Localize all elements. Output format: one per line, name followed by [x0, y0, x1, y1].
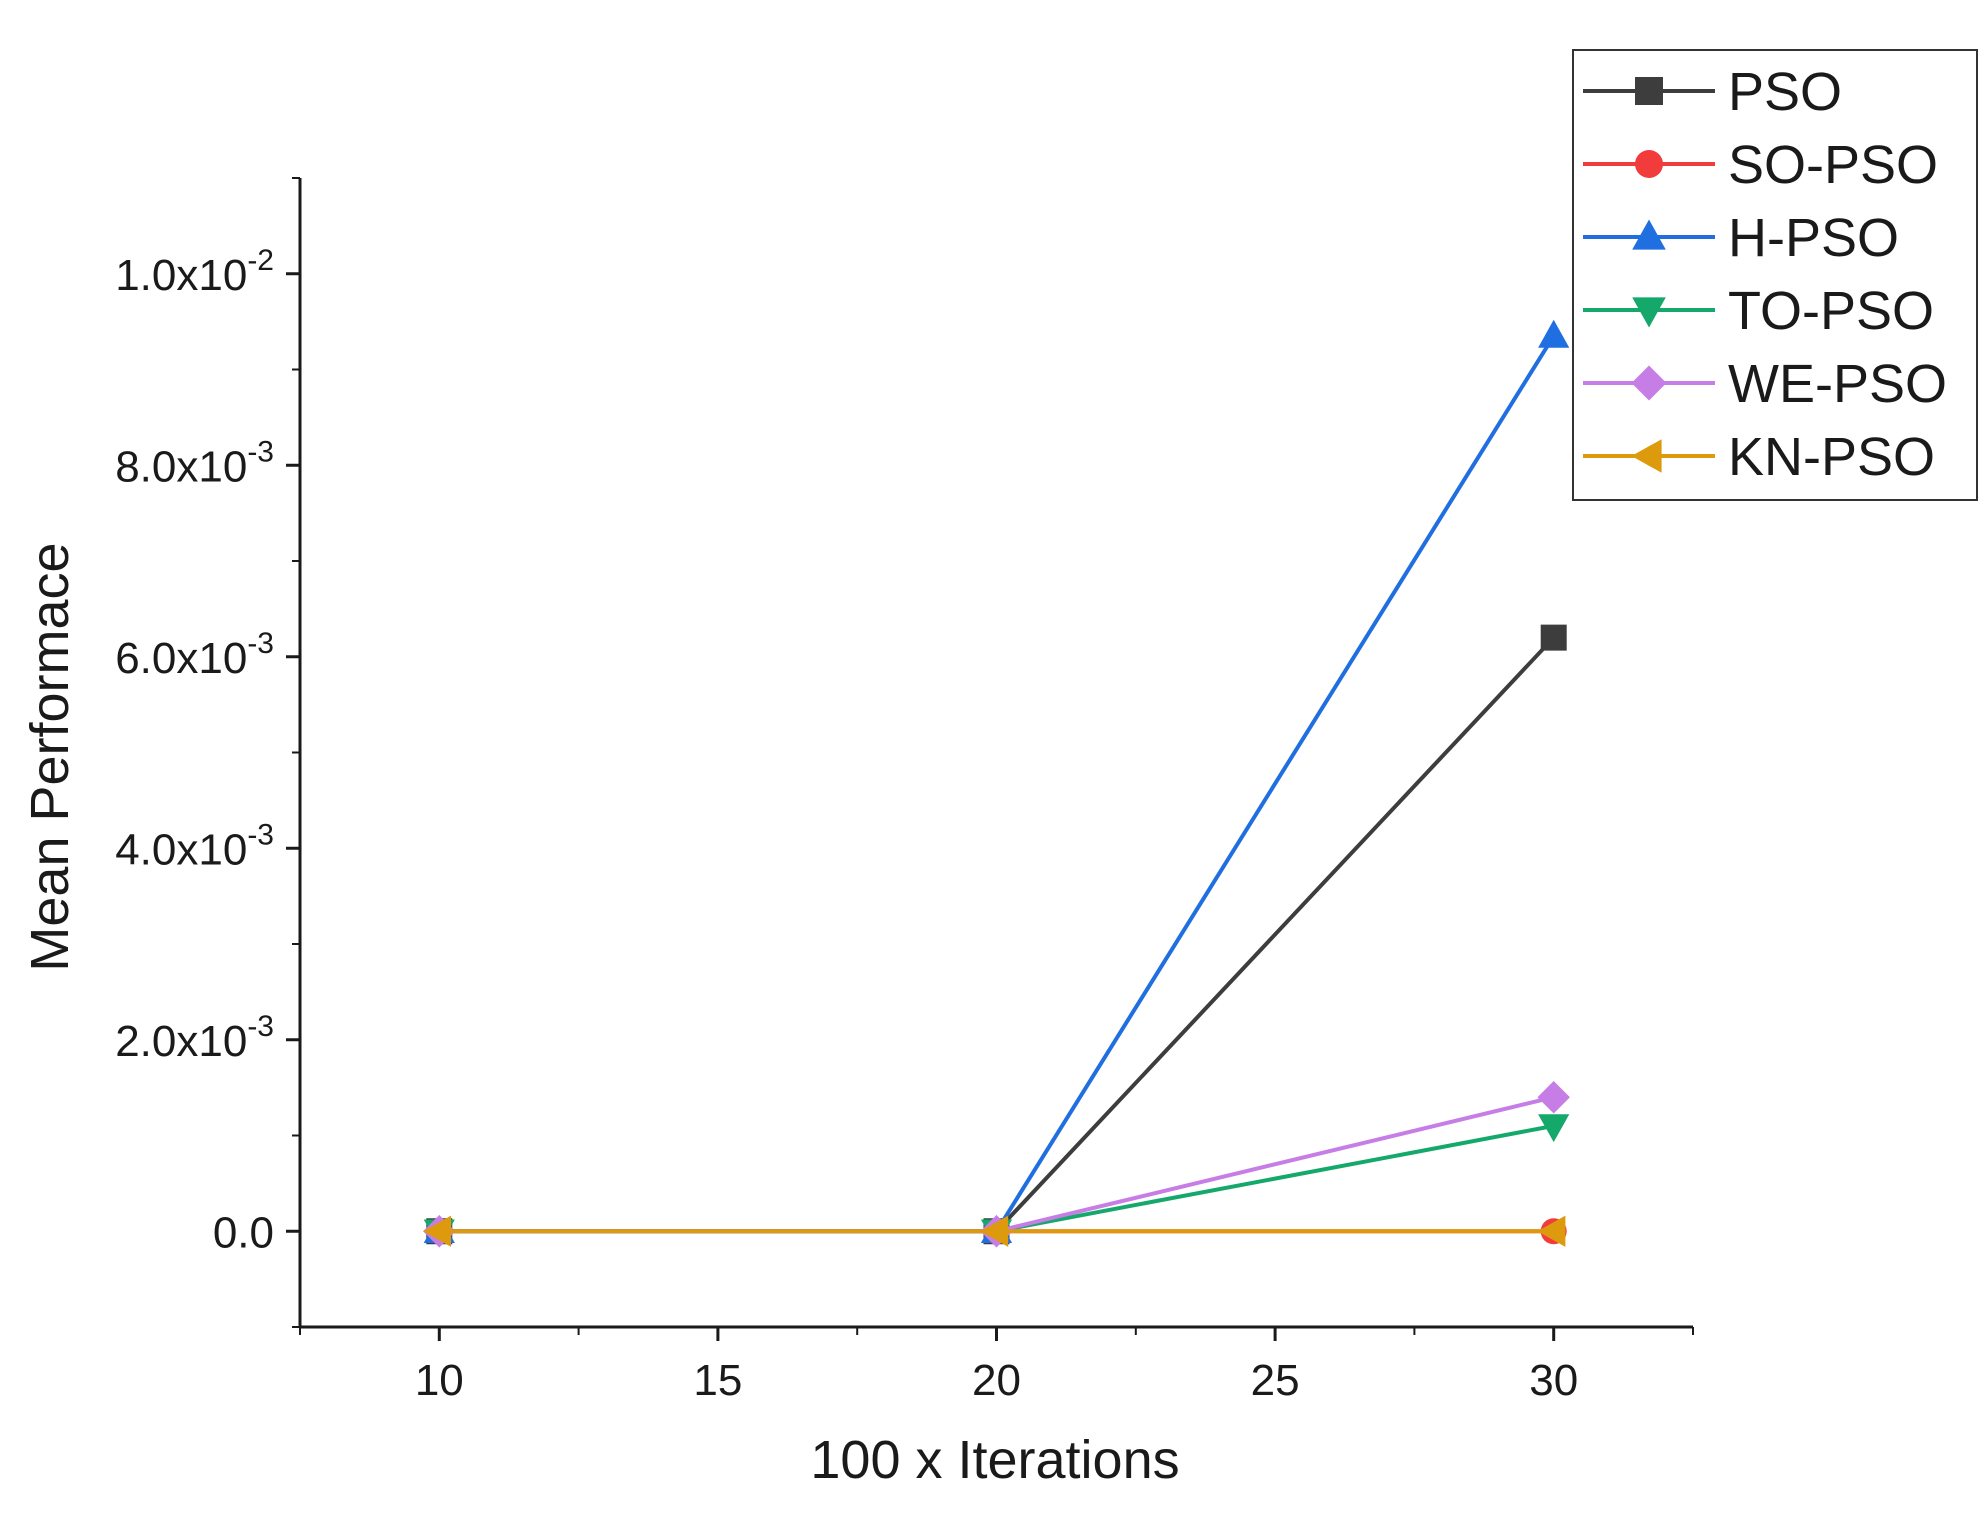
x-tick-label: 15: [693, 1356, 742, 1405]
y-tick-exponent: -3: [247, 818, 274, 851]
legend-item: SO-PSO: [1583, 135, 1938, 195]
legend-marker: [1632, 219, 1666, 250]
legend-item: H-PSO: [1583, 208, 1899, 268]
series-h-pso: [423, 319, 1570, 1243]
x-tick-label: 30: [1529, 1356, 1578, 1405]
y-axis-title: Mean Performace: [20, 542, 80, 971]
y-tick-exponent: -2: [247, 244, 274, 277]
data-point: [1540, 624, 1567, 651]
data-point: [980, 1215, 1009, 1247]
x-axis-title: 100 x Iterations: [810, 1430, 1179, 1490]
legend-box: [1572, 49, 1978, 501]
legend-label: KN-PSO: [1728, 427, 1935, 487]
x-tick-label: 10: [415, 1356, 464, 1405]
legend-item: WE-PSO: [1583, 354, 1947, 414]
series-line: [439, 334, 1556, 1234]
legend-label: WE-PSO: [1728, 354, 1947, 414]
series-line: [439, 1095, 1555, 1234]
y-tick-label: 6.0x10-3: [115, 627, 274, 683]
legend: PSO SO-PSO H-PSO TO-PSO WE-PSO KN-PSO: [1572, 49, 1978, 501]
y-tick-mantissa: 0.0: [213, 1208, 274, 1257]
y-tick-label: 1.0x10-2: [115, 244, 274, 300]
y-tick-label: 2.0x10-3: [115, 1010, 274, 1066]
series-layer: [423, 319, 1570, 1248]
axes: 10 15 20 25 300.02.0x10-34.0x10-36.0x10-38.0…: [115, 177, 1694, 1405]
legend-item: PSO: [1583, 62, 1842, 122]
legend-item: TO-PSO: [1583, 281, 1934, 341]
y-tick-mantissa: 1.0x10: [115, 251, 247, 300]
series-line: [439, 636, 1556, 1234]
y-tick-label: 0.0: [213, 1208, 274, 1257]
y-tick-mantissa: 8.0x10: [115, 442, 247, 491]
data-point: [1537, 1215, 1566, 1247]
data-point: [1537, 1080, 1570, 1114]
series-kn-pso: [423, 1215, 1566, 1247]
x-tick-label: 20: [972, 1356, 1021, 1405]
y-tick-exponent: -3: [247, 627, 274, 660]
data-point: [1538, 1114, 1570, 1143]
data-point: [423, 1215, 451, 1247]
legend-marker: [1631, 439, 1662, 473]
legend-label: TO-PSO: [1728, 281, 1934, 341]
legend-marker: [1632, 297, 1666, 328]
legend-marker: [1635, 77, 1663, 105]
y-tick-exponent: -3: [247, 1010, 274, 1043]
legend-marker: [1631, 365, 1667, 401]
data-point: [1538, 319, 1570, 348]
legend-label: PSO: [1728, 62, 1842, 122]
x-tick-label: 25: [1251, 1356, 1300, 1405]
legend-label: SO-PSO: [1728, 135, 1938, 195]
y-tick-label: 4.0x10-3: [115, 818, 274, 874]
series-pso: [426, 624, 1567, 1245]
legend-label: H-PSO: [1728, 208, 1899, 268]
y-tick-mantissa: 6.0x10: [115, 634, 247, 683]
y-tick-mantissa: 4.0x10: [115, 825, 247, 874]
y-tick-label: 8.0x10-3: [115, 435, 274, 491]
legend-marker: [1635, 150, 1663, 178]
y-tick-mantissa: 2.0x10: [115, 1017, 247, 1066]
y-tick-exponent: -3: [247, 435, 274, 468]
legend-item: KN-PSO: [1583, 427, 1935, 487]
